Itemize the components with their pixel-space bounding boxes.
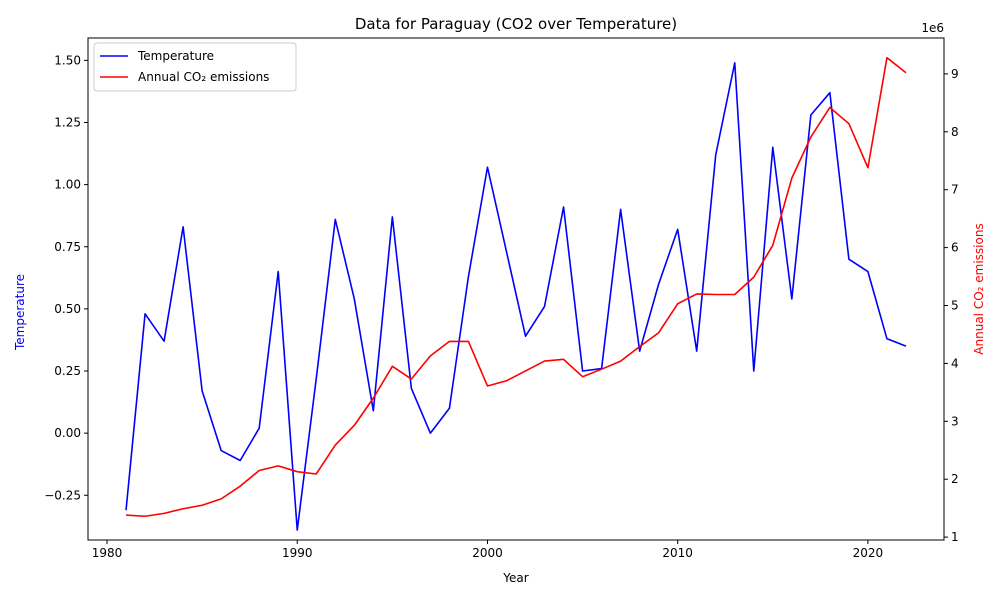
y-axis-right-offset-label: 1e6 bbox=[921, 21, 944, 35]
y-left-tick-label: 1.00 bbox=[54, 178, 81, 192]
x-tick-label: 1990 bbox=[282, 546, 313, 560]
y-right-tick-label: 3 bbox=[951, 414, 959, 428]
y-left-tick-label: 1.50 bbox=[54, 53, 81, 67]
y-left-tick-label: −0.25 bbox=[44, 488, 81, 502]
y-left-tick-label: 1.25 bbox=[54, 115, 81, 129]
x-tick-label: 1980 bbox=[92, 546, 123, 560]
y-right-tick-label: 5 bbox=[951, 299, 959, 313]
y-right-tick-label: 7 bbox=[951, 183, 959, 197]
y-left-tick-label: 0.75 bbox=[54, 240, 81, 254]
x-tick-label: 2010 bbox=[662, 546, 693, 560]
y-axis-left-label: Temperature bbox=[13, 274, 27, 351]
plot-lines bbox=[125, 56, 907, 531]
y-right-tick-label: 8 bbox=[951, 125, 959, 139]
x-axis-label: Year bbox=[502, 571, 528, 585]
legend-box bbox=[93, 42, 297, 92]
y-left-tick-label: 0.00 bbox=[54, 426, 81, 440]
chart-title: Data for Paraguay (CO2 over Temperature) bbox=[355, 15, 677, 33]
series-line-co2 bbox=[125, 56, 907, 518]
legend-label: Annual CO₂ emissions bbox=[138, 70, 269, 84]
legend: Temperature Annual CO₂ emissions bbox=[93, 42, 297, 92]
legend-label: Temperature bbox=[137, 49, 214, 63]
x-tick-label: 2000 bbox=[472, 546, 503, 560]
axes: 1980 1990 2000 2010 2020 −0.25 0.00 0.25 0.50 0.7… bbox=[44, 37, 959, 560]
y-left-tick-label: 0.50 bbox=[54, 302, 81, 316]
y-right-tick-label: 2 bbox=[951, 472, 959, 486]
y-left-tick-label: 0.25 bbox=[54, 364, 81, 378]
y-right-tick-label: 4 bbox=[951, 356, 959, 370]
y-right-tick-label: 6 bbox=[951, 241, 959, 255]
series-line-temperature bbox=[125, 62, 907, 531]
x-tick-label: 2020 bbox=[853, 546, 884, 560]
plot-frame bbox=[87, 37, 945, 541]
y-right-tick-label: 1 bbox=[951, 530, 959, 544]
y-axis-right-label: Annual CO₂ emissions bbox=[972, 223, 986, 354]
y-right-tick-label: 9 bbox=[951, 67, 959, 81]
